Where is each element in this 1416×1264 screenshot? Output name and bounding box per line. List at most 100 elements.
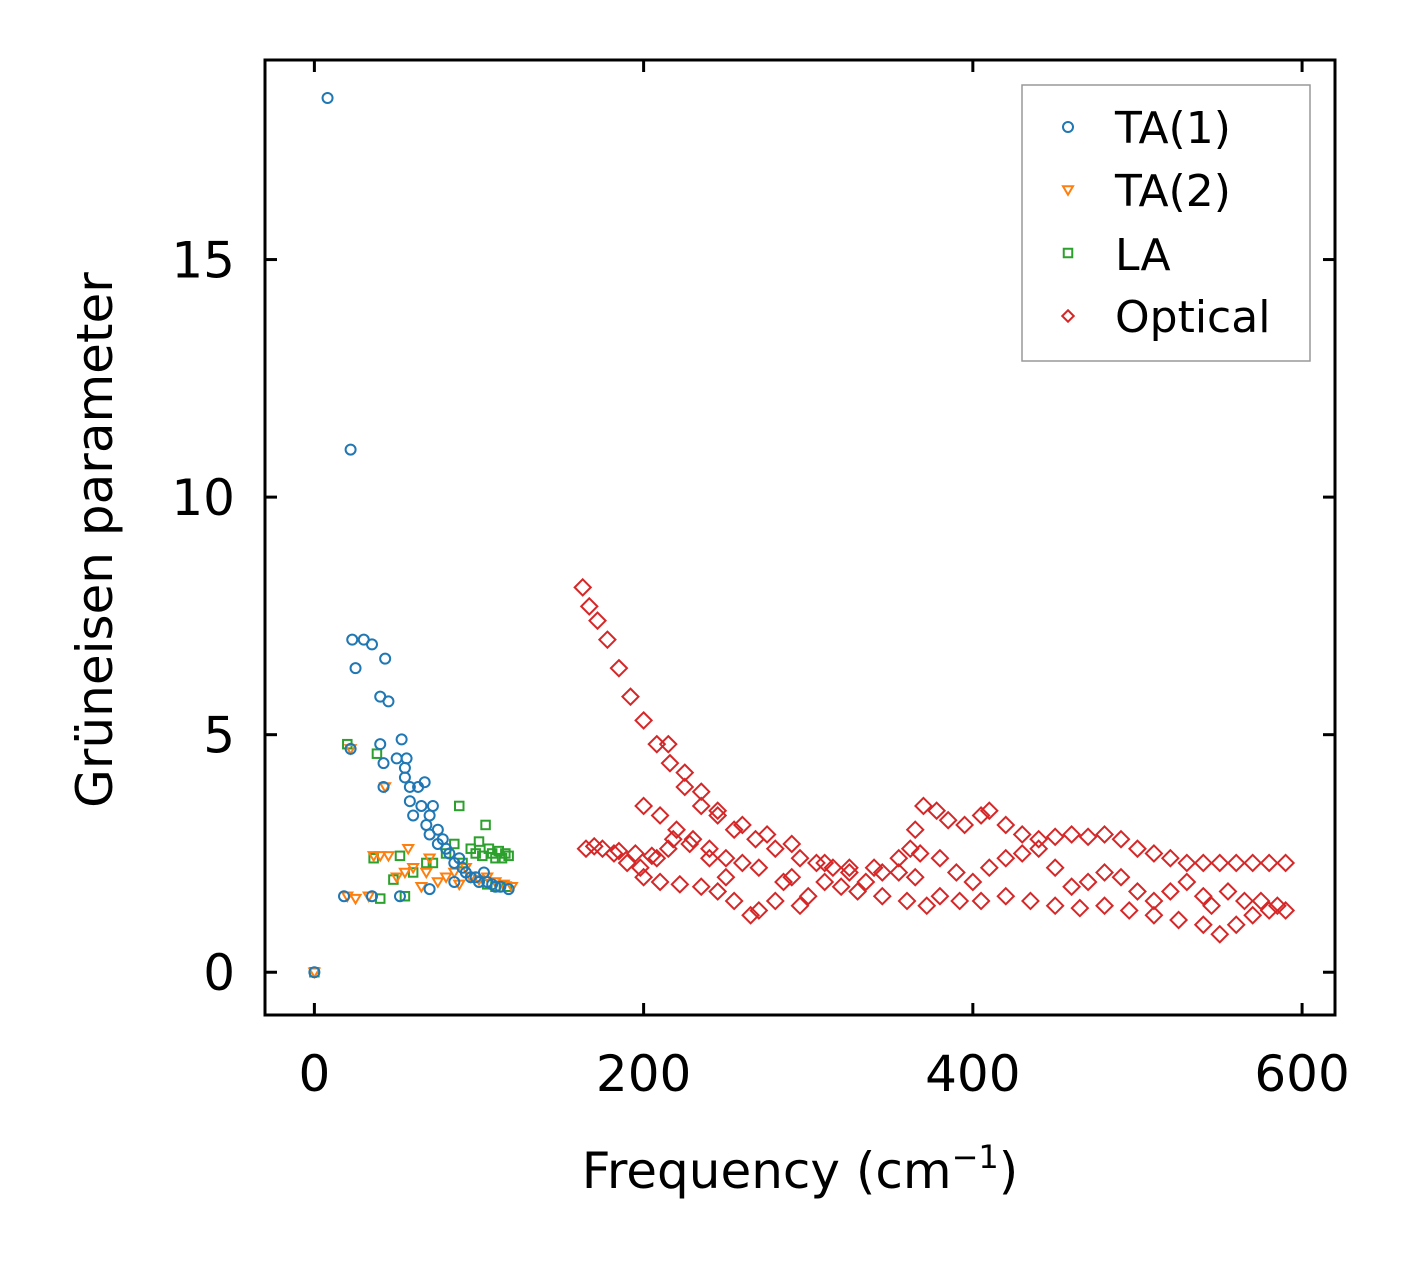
point-la <box>399 890 411 902</box>
point-ta1 <box>393 890 406 903</box>
point-optical <box>790 848 810 868</box>
point-optical <box>1259 853 1279 873</box>
legend-label-la: LA <box>1115 230 1171 281</box>
point-optical <box>971 891 991 911</box>
point-ta2 <box>381 851 396 863</box>
point-ta1 <box>473 875 485 888</box>
point-optical <box>584 836 604 856</box>
point-optical <box>905 867 925 887</box>
point-optical <box>823 858 843 878</box>
point-ta2 <box>389 872 404 884</box>
point-optical <box>699 839 719 859</box>
point-optical <box>1029 839 1049 859</box>
point-ta1 <box>420 818 433 831</box>
point-optical <box>1045 896 1065 916</box>
point-optical <box>1218 882 1238 901</box>
point-optical <box>576 839 596 859</box>
point-ta2 <box>505 881 519 894</box>
legend: TA(1) TA(2) LA Optical <box>1021 84 1311 362</box>
point-ta1 <box>377 757 390 770</box>
point-optical <box>680 834 700 854</box>
point-la <box>407 867 419 878</box>
legend-label-ta1: TA(1) <box>1114 103 1231 154</box>
point-ta1 <box>502 883 515 896</box>
point-ta1 <box>377 780 390 793</box>
point-optical <box>634 796 654 816</box>
point-optical <box>815 853 835 873</box>
point-optical <box>946 862 966 882</box>
point-optical <box>782 834 802 854</box>
point-optical <box>831 877 851 897</box>
point-optical <box>1111 867 1131 887</box>
point-optical <box>1160 882 1180 901</box>
point-ta1 <box>400 752 413 765</box>
point-optical <box>1202 896 1222 916</box>
point-optical <box>872 886 892 906</box>
point-optical <box>913 796 933 816</box>
point-ta1 <box>379 652 392 665</box>
point-optical <box>617 853 637 873</box>
point-optical <box>609 658 629 678</box>
point-optical <box>1267 896 1287 916</box>
point-optical <box>749 858 769 878</box>
point-optical <box>765 891 785 911</box>
point-optical <box>1243 905 1263 925</box>
point-optical <box>839 858 859 878</box>
point-ta1 <box>426 799 439 812</box>
point-optical <box>1226 915 1246 935</box>
point-ta1 <box>308 966 321 979</box>
point-optical <box>609 841 629 861</box>
point-la <box>503 850 514 862</box>
point-optical <box>634 710 654 730</box>
point-optical <box>798 886 818 906</box>
point-optical <box>1243 853 1263 873</box>
point-optical <box>996 848 1016 868</box>
point-optical <box>691 796 711 816</box>
point-optical <box>1111 829 1131 849</box>
point-ta1 <box>403 795 416 808</box>
point-optical <box>996 815 1016 835</box>
point-optical <box>1127 839 1147 859</box>
y-tick-label: 0 <box>203 944 235 1002</box>
point-ta2 <box>439 872 453 884</box>
point-ta2 <box>406 862 420 875</box>
y-tick-label: 15 <box>171 232 235 290</box>
point-optical <box>900 839 920 859</box>
point-optical <box>675 777 695 797</box>
point-optical <box>930 848 950 868</box>
point-optical <box>625 843 645 863</box>
point-optical <box>889 862 909 882</box>
point-optical <box>1251 891 1271 911</box>
point-la <box>480 819 491 831</box>
point-optical <box>708 882 728 901</box>
point-optical <box>848 882 868 901</box>
y-tick-label: 5 <box>203 707 235 765</box>
point-optical <box>930 886 950 906</box>
point-optical <box>1210 853 1230 873</box>
point-ta1 <box>338 890 351 903</box>
point-optical <box>856 872 876 892</box>
point-optical <box>647 734 667 754</box>
point-optical <box>774 872 794 892</box>
point-optical <box>864 858 884 878</box>
plot-frame <box>263 58 1337 1017</box>
point-optical <box>1012 824 1032 844</box>
point-optical <box>1276 901 1296 920</box>
x-tick-label: 400 <box>925 1045 1020 1103</box>
point-optical <box>996 886 1016 906</box>
point-optical <box>708 801 728 821</box>
point-optical <box>1062 877 1082 897</box>
point-ta1 <box>407 809 420 822</box>
point-optical <box>675 763 695 783</box>
point-optical <box>604 843 624 863</box>
point-ta2 <box>348 893 363 906</box>
point-optical <box>782 867 802 887</box>
point-ta1 <box>486 878 499 891</box>
point-ta1 <box>448 875 461 888</box>
point-optical <box>1160 848 1180 868</box>
point-optical <box>1095 824 1115 844</box>
point-optical <box>1095 862 1115 882</box>
point-optical <box>1193 915 1213 935</box>
point-optical <box>658 734 678 754</box>
point-optical <box>889 848 909 868</box>
